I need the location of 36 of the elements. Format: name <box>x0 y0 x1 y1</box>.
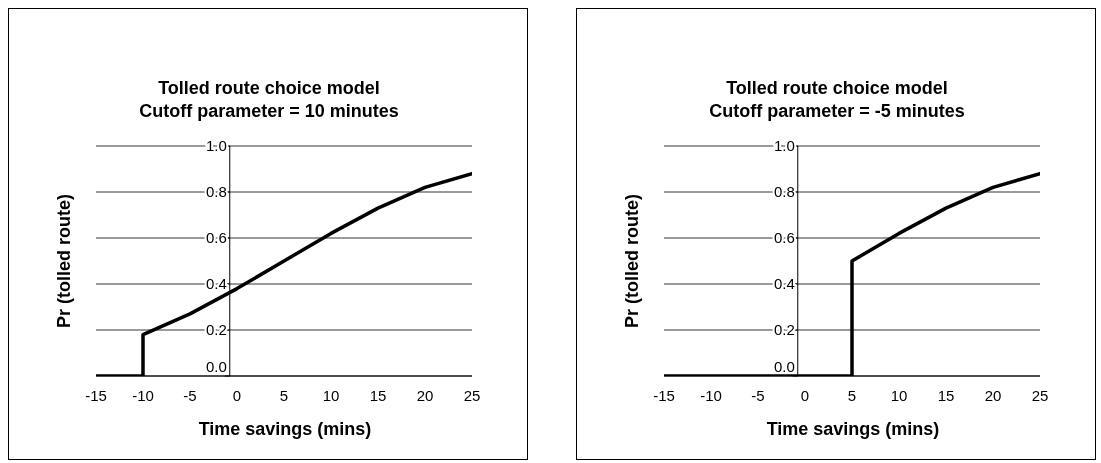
y-tick-label: 0.6 <box>205 229 227 246</box>
x-axis-title: Time savings (mins) <box>197 419 373 440</box>
x-tick-label: 0 <box>800 386 810 404</box>
y-tick-label: 1.0 <box>205 137 227 154</box>
x-tick-label: 5 <box>279 386 289 404</box>
y-tick-label: 0.0 <box>205 358 227 375</box>
x-tick-label: -10 <box>132 386 154 404</box>
y-tick-label: 0.8 <box>773 183 795 200</box>
y-axis-title: Pr (tolled route) <box>621 194 643 328</box>
x-tick-label: 10 <box>322 386 340 404</box>
x-axis-title: Time savings (mins) <box>765 419 941 440</box>
x-tick-label: 25 <box>463 386 481 404</box>
x-tick-label: 20 <box>416 386 434 404</box>
y-tick-label: 0.2 <box>773 321 795 338</box>
x-tick-label: -5 <box>183 386 197 404</box>
x-tick-label: -15 <box>85 386 107 404</box>
x-tick-label: 20 <box>984 386 1002 404</box>
x-tick-label: -15 <box>653 386 675 404</box>
x-tick-label: 15 <box>369 386 387 404</box>
y-tick-label: 0.4 <box>773 275 795 292</box>
y-tick-label: 0.4 <box>205 275 227 292</box>
x-tick-label: -5 <box>751 386 765 404</box>
y-tick-label: 0.6 <box>773 229 795 246</box>
y-axis-title: Pr (tolled route) <box>53 194 75 328</box>
y-tick-label: 0.0 <box>773 358 795 375</box>
y-tick-label: 0.8 <box>205 183 227 200</box>
x-tick-label: 15 <box>937 386 955 404</box>
x-tick-label: 25 <box>1031 386 1049 404</box>
x-tick-label: 0 <box>232 386 242 404</box>
chart-title: Tolled route choice model Cutoff parameter = -5 minutes <box>708 77 966 123</box>
x-tick-label: 5 <box>847 386 857 404</box>
x-tick-label: 10 <box>890 386 908 404</box>
chart-title: Tolled route choice model Cutoff parameter = 10 minutes <box>138 77 400 123</box>
x-tick-label: -10 <box>700 386 722 404</box>
y-tick-label: 1.0 <box>773 137 795 154</box>
y-tick-label: 0.2 <box>205 321 227 338</box>
